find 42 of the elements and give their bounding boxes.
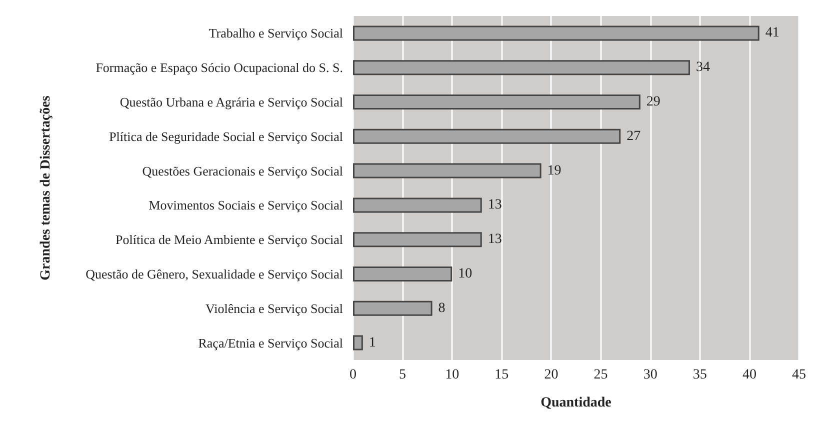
data-label: 27 <box>626 128 641 144</box>
x-tick-label: 0 <box>350 368 356 382</box>
data-label: 13 <box>488 198 502 213</box>
data-label: 19 <box>547 163 562 178</box>
x-tick-label: 40 <box>742 368 756 382</box>
bar <box>353 300 432 316</box>
bar <box>353 60 690 76</box>
y-tick-label: Trabalho e Serviço Social <box>208 26 344 41</box>
x-tick-label: 30 <box>643 368 658 382</box>
bar <box>353 163 542 178</box>
x-tick-label: 35 <box>692 368 707 382</box>
bar <box>353 335 363 350</box>
data-label: 13 <box>488 232 502 248</box>
x-tick-label: 5 <box>399 368 406 382</box>
x-tick-label: 25 <box>594 368 608 382</box>
x-tick-label: 10 <box>445 368 460 382</box>
bar <box>353 232 482 248</box>
y-tick-label: Plítica de Seguridade Social e Serviço Social <box>109 128 344 144</box>
y-axis-title: Grandes temas de Dissertações <box>38 95 54 280</box>
data-label: 29 <box>646 94 660 110</box>
y-tick-label: Violência e Serviço Social <box>206 300 344 316</box>
y-tick-label: Questão Urbana e Agrária e Serviço Social <box>120 94 344 110</box>
bar <box>353 26 760 41</box>
data-label: 1 <box>368 335 376 350</box>
data-label: 41 <box>765 26 780 41</box>
data-label: 8 <box>438 300 446 316</box>
y-tick-label: Questões Geracionais e Serviço Social <box>142 163 344 178</box>
data-label: 34 <box>696 60 710 76</box>
x-tick-label: 20 <box>544 368 558 382</box>
bar <box>353 198 482 213</box>
y-tick-label: Raça/Etnia e Serviço Social <box>198 335 344 350</box>
y-tick-label: Formação e Espaço Sócio Ocupacional do S. S. <box>96 60 343 76</box>
bar <box>353 266 452 282</box>
y-tick-label: Questão de Gênero, Sexualidade e Serviço Social <box>86 266 344 282</box>
data-label: 10 <box>458 266 472 282</box>
bar <box>353 128 621 144</box>
bar <box>353 94 640 110</box>
x-tick-label: 15 <box>494 368 509 382</box>
y-tick-label: Política de Meio Ambiente e Serviço Social <box>116 232 344 248</box>
x-tick-label: 45 <box>792 368 806 382</box>
x-axis-title: Quantidade <box>540 396 612 410</box>
y-tick-label: Movimentos Sociais e Serviço Social <box>148 198 344 213</box>
